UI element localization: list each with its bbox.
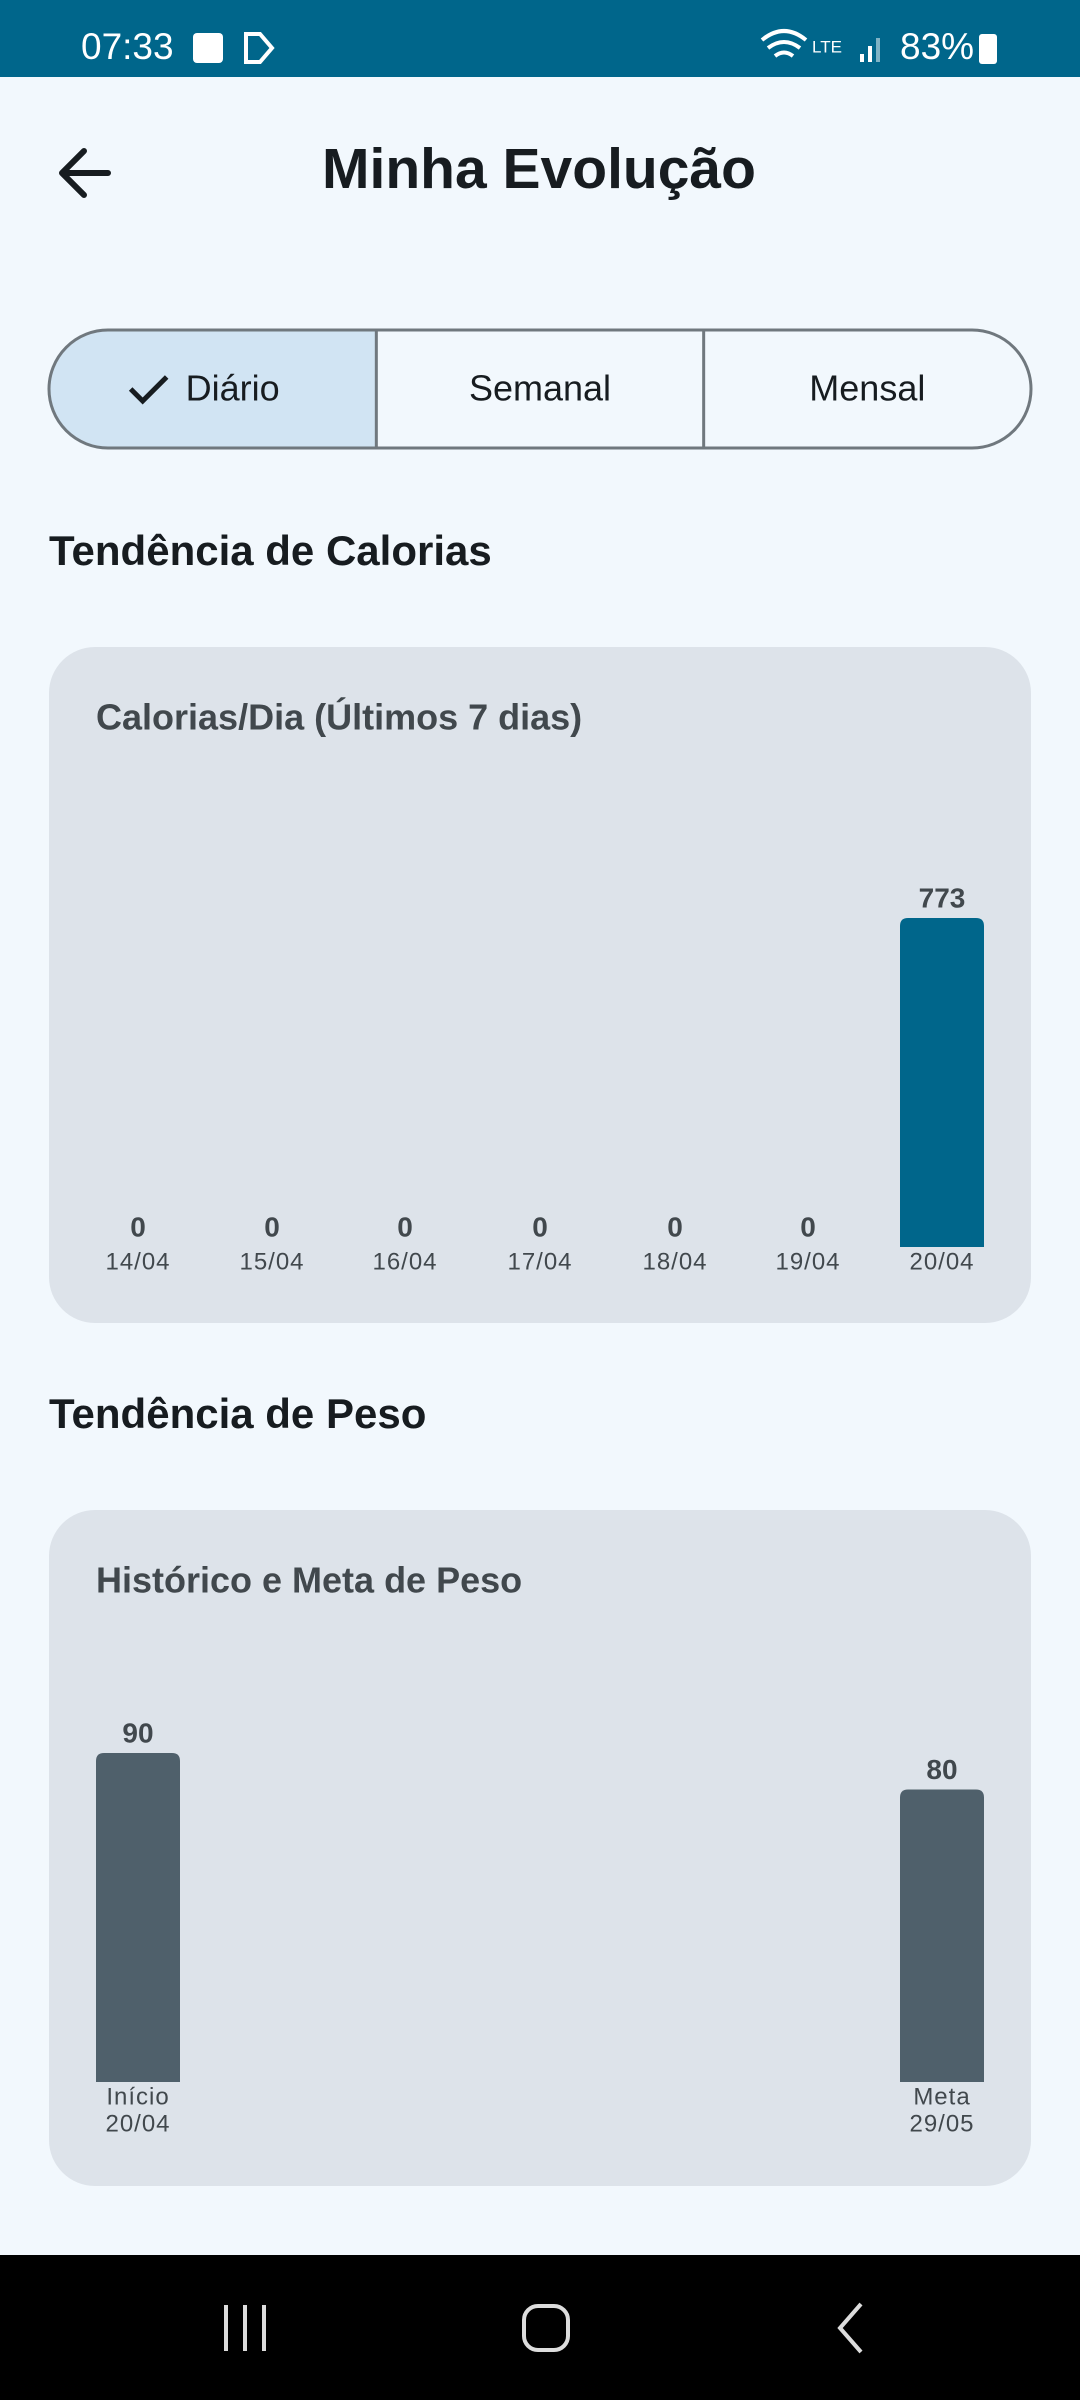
nav-home[interactable] <box>522 2304 570 2352</box>
value-label: 0 <box>264 1211 280 1242</box>
value-label: 90 <box>122 1717 153 1748</box>
page-title: Minha Evolução <box>322 137 756 201</box>
status-bar <box>0 0 1080 77</box>
tab-label: Diário <box>186 368 280 409</box>
tab[interactable] <box>49 330 377 448</box>
nav-back[interactable] <box>837 2302 863 2354</box>
x-tick-label: 15/04 <box>239 1248 304 1275</box>
section-heading: Tendência de Calorias <box>49 527 492 574</box>
back-button[interactable] <box>59 148 111 198</box>
x-tick-label: 17/04 <box>507 1248 572 1275</box>
value-label: 0 <box>800 1211 816 1242</box>
x-tick-label: Início <box>106 2083 169 2110</box>
chart-card <box>49 1510 1031 2186</box>
value-label: 0 <box>397 1211 413 1242</box>
check-icon <box>128 375 169 405</box>
status-battery: 83% <box>900 26 974 67</box>
x-tick-label: 14/04 <box>105 1248 170 1275</box>
tab-label: Mensal <box>809 368 925 409</box>
x-tick-date: 29/05 <box>909 2110 974 2137</box>
x-tick-label: 18/04 <box>642 1248 707 1275</box>
tab[interactable] <box>376 330 704 448</box>
value-label: 0 <box>532 1211 548 1242</box>
tab-label: Semanal <box>469 368 611 409</box>
bar <box>96 1753 180 2082</box>
x-tick-label: Meta <box>913 2083 970 2110</box>
status-time: 07:33 <box>81 26 174 67</box>
nav-recent[interactable] <box>224 2305 266 2351</box>
chart-card <box>49 647 1031 1323</box>
battery-icon <box>979 34 997 64</box>
value-label: 0 <box>130 1211 146 1242</box>
bar <box>900 918 984 1247</box>
value-label: 0 <box>667 1211 683 1242</box>
bar <box>900 1789 984 2082</box>
signal-bar <box>876 38 880 62</box>
x-tick-date: 20/04 <box>105 2110 170 2137</box>
gallery-icon <box>193 33 223 63</box>
tab-border <box>47 328 1033 450</box>
wifi-icon <box>760 29 808 58</box>
app-icon <box>244 32 275 64</box>
chart-title: Calorias/Dia (Últimos 7 dias) <box>96 696 582 738</box>
chart-title: Histórico e Meta de Peso <box>96 1560 522 1601</box>
x-tick-label: 16/04 <box>372 1248 437 1275</box>
tab[interactable] <box>703 330 1031 448</box>
x-tick-label: 20/04 <box>909 1248 974 1275</box>
nav-bar <box>0 2255 1080 2400</box>
value-label: 773 <box>919 882 966 913</box>
x-tick-label: 19/04 <box>775 1248 840 1275</box>
section-heading: Tendência de Peso <box>49 1390 426 1437</box>
status-icons: LTE <box>193 29 997 64</box>
signal-bar <box>860 54 864 62</box>
value-label: 80 <box>926 1754 957 1785</box>
lte-icon: LTE <box>812 37 842 56</box>
signal-bar <box>868 46 872 62</box>
